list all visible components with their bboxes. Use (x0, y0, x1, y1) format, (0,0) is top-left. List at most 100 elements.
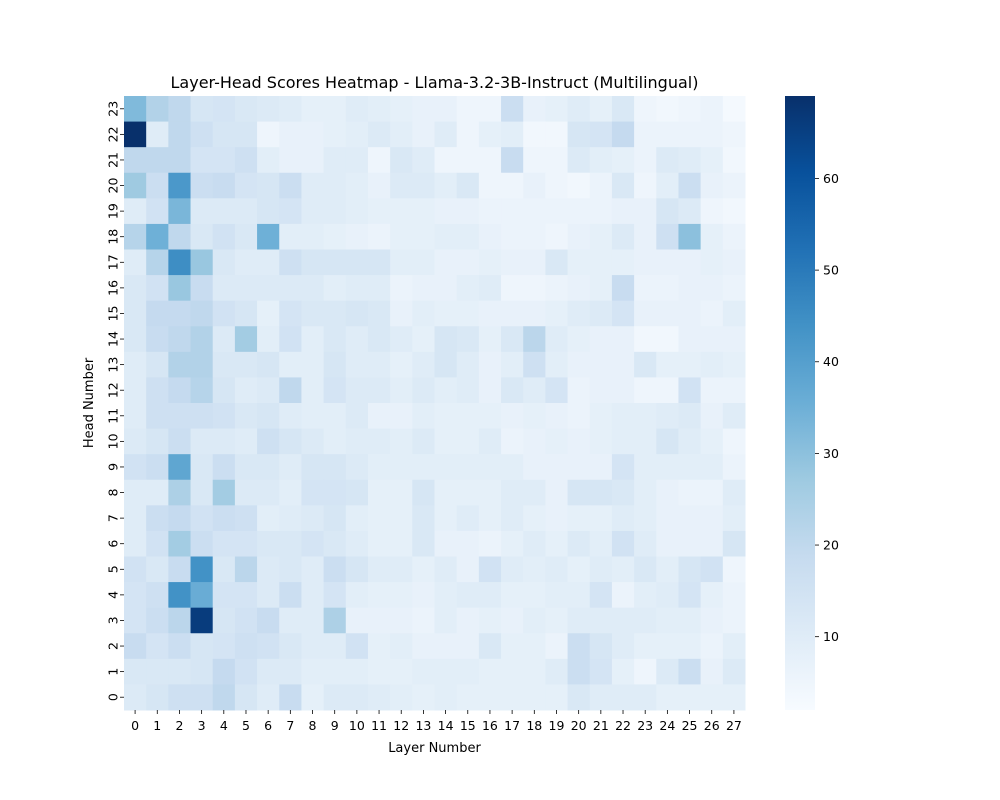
heatmap-cell (257, 326, 280, 353)
heatmap-cell (234, 300, 258, 327)
heatmap-cell (523, 351, 546, 378)
heatmap-cell (345, 479, 369, 506)
heatmap-cell (501, 556, 524, 583)
heatmap-cell (323, 607, 347, 634)
heatmap-cell (367, 658, 391, 685)
y-tick-label: 7 (105, 514, 120, 522)
heatmap-cell (567, 326, 591, 353)
heatmap-cell (456, 582, 480, 609)
x-tick-label: 23 (637, 718, 653, 733)
heatmap-cell (634, 607, 657, 634)
heatmap-cell (323, 121, 347, 148)
heatmap-cell (279, 556, 302, 583)
heatmap-cell (501, 223, 524, 250)
heatmap-cell (412, 607, 435, 634)
heatmap-cell (634, 403, 657, 430)
heatmap-cell (589, 607, 613, 634)
heatmap-cell (678, 633, 702, 660)
heatmap-cell (279, 147, 302, 174)
heatmap-cell (634, 147, 657, 174)
y-tick-label: 0 (105, 693, 120, 701)
heatmap-cell (678, 249, 702, 276)
heatmap-cell (434, 96, 458, 123)
heatmap-cell (634, 326, 657, 353)
heatmap-cell (700, 479, 724, 506)
heatmap-cell (168, 633, 192, 660)
x-tick-label: 10 (349, 718, 365, 733)
heatmap-cell (345, 121, 369, 148)
x-tick-label: 20 (571, 718, 587, 733)
y-tick-label: 4 (105, 591, 120, 599)
heatmap-cell (567, 147, 591, 174)
heatmap-cell (234, 556, 258, 583)
heatmap-cell (301, 351, 325, 378)
heatmap-cell (323, 505, 347, 532)
heatmap-cell (279, 172, 302, 199)
heatmap-cell (700, 377, 724, 404)
heatmap-cell (390, 633, 413, 660)
heatmap-cell (478, 121, 502, 148)
heatmap-cell (124, 505, 147, 532)
heatmap-cell (523, 326, 546, 353)
heatmap-cell (478, 147, 502, 174)
heatmap-cell (545, 479, 569, 506)
y-tick-label: 1 (105, 668, 120, 676)
heatmap-cell (279, 479, 302, 506)
heatmap-cell (456, 530, 480, 557)
heatmap-cell (212, 223, 236, 250)
heatmap-cell (589, 275, 613, 302)
heatmap-cell (501, 607, 524, 634)
heatmap-cell (589, 300, 613, 327)
heatmap-cell (700, 300, 724, 327)
heatmap-cell (323, 684, 347, 711)
heatmap-cell (434, 172, 458, 199)
heatmap-cell (523, 275, 546, 302)
heatmap-cell (501, 505, 524, 532)
heatmap-cell (678, 505, 702, 532)
heatmap-cell (478, 633, 502, 660)
heatmap-cell (634, 684, 657, 711)
heatmap-cell (323, 326, 347, 353)
heatmap-cell (367, 505, 391, 532)
heatmap-cell (656, 658, 679, 685)
heatmap-cell (678, 428, 702, 455)
heatmap-cell (257, 121, 280, 148)
heatmap-cell (412, 454, 435, 481)
heatmap-cell (523, 454, 546, 481)
heatmap-cell (523, 633, 546, 660)
heatmap-cell (567, 684, 591, 711)
heatmap-cell (634, 582, 657, 609)
heatmap-cell (656, 351, 679, 378)
heatmap-cell (634, 454, 657, 481)
heatmap-cell (567, 454, 591, 481)
heatmap-cell (412, 249, 435, 276)
heatmap-cell (168, 121, 192, 148)
heatmap-cell (545, 684, 569, 711)
heatmap-cell (345, 351, 369, 378)
heatmap-cell (567, 275, 591, 302)
heatmap-cell (678, 658, 702, 685)
heatmap-cell (412, 505, 435, 532)
heatmap-cell (190, 428, 214, 455)
colorbar (785, 96, 815, 710)
heatmap-cell (168, 223, 192, 250)
heatmap-cell (323, 454, 347, 481)
heatmap-cell (656, 556, 679, 583)
heatmap-cell (456, 147, 480, 174)
heatmap-cell (234, 403, 258, 430)
heatmap-cell (567, 377, 591, 404)
heatmap-cell (611, 530, 635, 557)
heatmap-cell (323, 96, 347, 123)
heatmap-cell (190, 658, 214, 685)
heatmap-cell (678, 530, 702, 557)
heatmap-cell (523, 249, 546, 276)
heatmap-cell (168, 530, 192, 557)
heatmap-cell (146, 454, 169, 481)
heatmap-cell (589, 223, 613, 250)
heatmap-cell (567, 582, 591, 609)
heatmap-cell (212, 147, 236, 174)
heatmap-cell (390, 351, 413, 378)
heatmap-cell (146, 428, 169, 455)
heatmap-cell (501, 582, 524, 609)
heatmap-cell (257, 223, 280, 250)
